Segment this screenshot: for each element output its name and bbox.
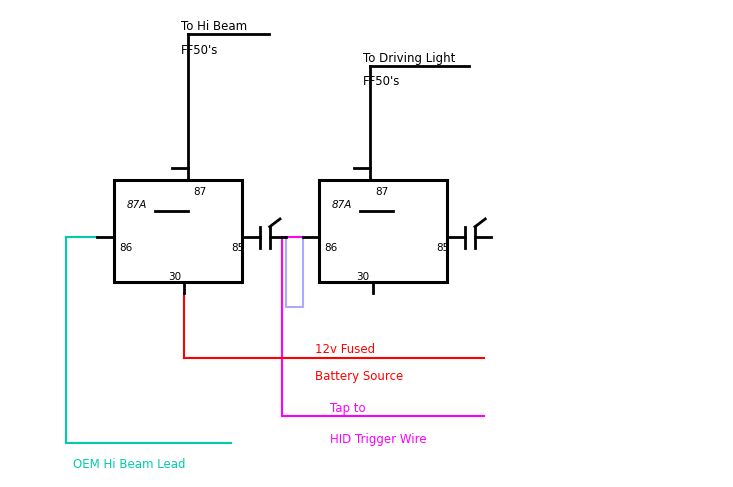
Text: To Driving Light: To Driving Light — [363, 52, 455, 65]
Text: FF50's: FF50's — [180, 43, 218, 56]
Text: 86: 86 — [119, 243, 133, 253]
Text: FF50's: FF50's — [363, 75, 400, 88]
Text: HID Trigger Wire: HID Trigger Wire — [330, 433, 427, 446]
Text: To Hi Beam: To Hi Beam — [180, 20, 247, 33]
Text: 85: 85 — [231, 243, 244, 253]
Text: OEM Hi Beam Lead: OEM Hi Beam Lead — [73, 457, 185, 470]
Text: Battery Source: Battery Source — [315, 370, 403, 383]
Text: 87: 87 — [375, 187, 388, 197]
Text: 87: 87 — [194, 187, 207, 197]
Text: Tap to: Tap to — [330, 401, 366, 414]
Text: 12v Fused: 12v Fused — [315, 343, 375, 356]
Bar — [319, 180, 447, 282]
Text: 85: 85 — [436, 243, 449, 253]
Text: 86: 86 — [325, 243, 338, 253]
Text: 30: 30 — [356, 272, 369, 282]
Text: 30: 30 — [168, 272, 181, 282]
Bar — [114, 180, 242, 282]
Text: 87A: 87A — [126, 201, 147, 210]
Text: 87A: 87A — [331, 201, 352, 210]
